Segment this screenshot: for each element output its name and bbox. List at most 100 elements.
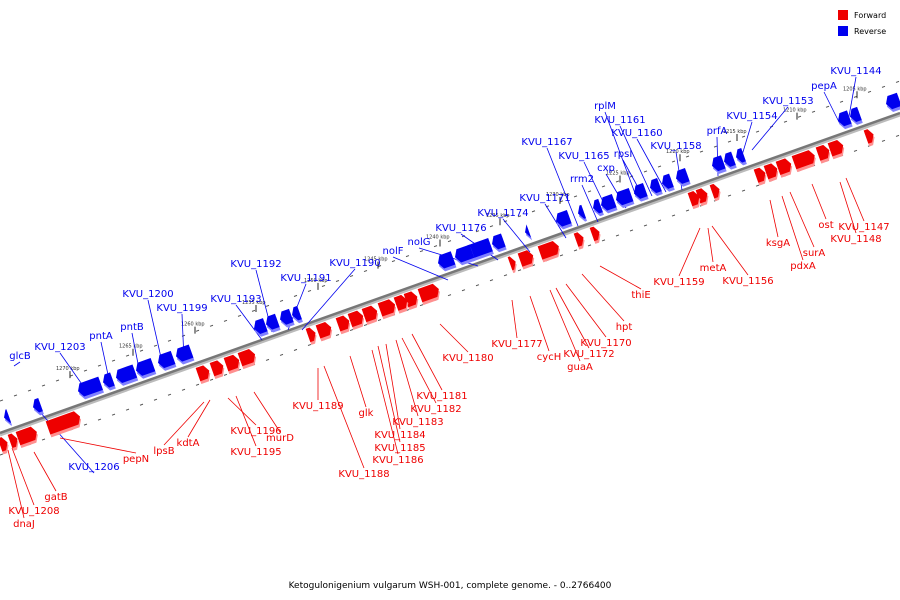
- gene-label-kvu-1182[interactable]: KVU_1182: [410, 404, 461, 415]
- gene-arrow-nolf-18[interactable]: [453, 244, 476, 267]
- gene-arrow-ksga-5[interactable]: [763, 162, 781, 183]
- gene-arrow-kvu-1147-0[interactable]: [863, 128, 877, 147]
- gene-arrow-kvu-1195-27[interactable]: [195, 364, 213, 385]
- gene-arrow-kvu-1156-6[interactable]: [753, 166, 769, 186]
- gene-arrow-kvu-1153-2[interactable]: [836, 110, 853, 130]
- gene-label-rpsi[interactable]: rpsI: [614, 149, 633, 160]
- gene-arrow-kvu-1184-20[interactable]: [347, 309, 367, 330]
- gene-label-kvu-1184[interactable]: KVU_1184: [374, 430, 425, 441]
- gene-arrow-pdxa-4[interactable]: [775, 157, 795, 178]
- gene-label-pdxa[interactable]: pdxA: [790, 261, 816, 272]
- gene-arrow-kvu-1160-6[interactable]: [674, 168, 691, 188]
- gene-arrow-kvu-1177-15[interactable]: [417, 282, 443, 306]
- gene-arrow-kvu-1158-8[interactable]: [648, 177, 663, 197]
- gene-label-ost[interactable]: ost: [818, 220, 833, 231]
- gene-label-lpsb[interactable]: lpsB: [153, 446, 174, 457]
- gene-label-cych[interactable]: cycH: [537, 352, 561, 363]
- gene-arrow-ost-2[interactable]: [815, 144, 833, 164]
- gene-label-kvu-1144[interactable]: KVU_1144: [830, 66, 881, 77]
- gene-label-kvu-1177[interactable]: KVU_1177: [491, 339, 542, 350]
- gene-arrow-kvu-1191-20[interactable]: [290, 305, 303, 325]
- gene-arrow-kdta-29[interactable]: [15, 425, 41, 449]
- gene-label-kvu-1170[interactable]: KVU_1170: [580, 338, 631, 349]
- gene-label-dnaj[interactable]: dnaJ: [13, 519, 35, 530]
- gene-arrow-kvu-1172-12[interactable]: [537, 240, 563, 263]
- gene-arrow-kvu-1199-23[interactable]: [252, 318, 269, 338]
- gene-arrow-thie-9[interactable]: [687, 190, 703, 210]
- gene-arrow-meta-7[interactable]: [709, 183, 723, 202]
- gene-label-gatb[interactable]: gatB: [44, 492, 67, 503]
- gene-label-kdta[interactable]: kdtA: [177, 438, 200, 449]
- gene-arrow-lpsb-30[interactable]: [7, 432, 21, 451]
- gene-label-sura[interactable]: surA: [803, 248, 826, 259]
- gene-label-kvu-1147[interactable]: KVU_1147: [838, 222, 889, 233]
- gene-arrow-kvu-1174-15[interactable]: [523, 224, 533, 241]
- gene-label-kvu-1185[interactable]: KVU_1185: [374, 443, 425, 454]
- gene-label-kvu-1158[interactable]: KVU_1158: [650, 141, 701, 152]
- gene-arrow-pnta-26[interactable]: [134, 358, 157, 380]
- gene-label-pnta[interactable]: pntA: [89, 331, 113, 342]
- gene-label-pepn[interactable]: pepN: [123, 454, 149, 465]
- gene-arrow-kvu-1159-8[interactable]: [695, 187, 711, 207]
- gene-arrow-kvu-1193-22[interactable]: [264, 313, 281, 334]
- gene-label-rplm[interactable]: rplM: [594, 101, 616, 112]
- gene-arrow-cxp-10[interactable]: [614, 188, 635, 209]
- gene-arrow-kvu-1189-25[interactable]: [223, 353, 243, 375]
- gene-label-meta[interactable]: metA: [700, 263, 727, 274]
- gene-label-kvu-1193[interactable]: KVU_1193: [210, 294, 261, 305]
- gene-label-rrm2[interactable]: rrm2: [570, 174, 594, 185]
- gene-label-hpt[interactable]: hpt: [616, 322, 633, 333]
- gene-label-kvu-1171[interactable]: KVU_1171: [519, 193, 570, 204]
- gene-arrow-kvu-1185-21[interactable]: [335, 314, 353, 335]
- gene-label-kvu-1165[interactable]: KVU_1165: [558, 151, 609, 162]
- gene-arrow-kvu-1190-19[interactable]: [436, 251, 457, 272]
- gene-arrow-rplm-4[interactable]: [722, 151, 737, 171]
- gene-label-pepa[interactable]: pepA: [811, 81, 837, 92]
- gene-arrow-kvu-1181-17[interactable]: [393, 294, 411, 314]
- gene-label-kvu-1153[interactable]: KVU_1153: [762, 96, 813, 107]
- gene-arrow-kvu-1192-21[interactable]: [278, 308, 295, 329]
- gene-label-kvu-1156[interactable]: KVU_1156: [722, 276, 773, 287]
- gene-label-thie[interactable]: thiE: [631, 290, 650, 301]
- gene-label-nolf[interactable]: nolF: [383, 246, 404, 257]
- gene-label-kvu-1174[interactable]: KVU_1174: [477, 208, 528, 219]
- gene-label-kvu-1203[interactable]: KVU_1203: [34, 342, 85, 353]
- gene-arrow-hpt-10[interactable]: [589, 225, 603, 244]
- gene-label-kvu-1189[interactable]: KVU_1189: [292, 401, 343, 412]
- gene-arrow-pepn-31[interactable]: [0, 436, 11, 455]
- gene-label-kvu-1167[interactable]: KVU_1167: [521, 137, 572, 148]
- gene-label-kvu-1206[interactable]: KVU_1206: [68, 462, 119, 473]
- gene-label-kvu-1196[interactable]: KVU_1196: [230, 426, 281, 437]
- gene-label-kvu-1176[interactable]: KVU_1176: [435, 223, 486, 234]
- gene-label-kvu-1172[interactable]: KVU_1172: [563, 349, 614, 360]
- gene-label-pntb[interactable]: pntB: [120, 322, 144, 333]
- gene-arrow-kvu-1144-0[interactable]: [884, 92, 900, 114]
- gene-label-guaa[interactable]: guaA: [567, 362, 593, 373]
- gene-arrow-kvu-1144-30[interactable]: [31, 397, 44, 417]
- gene-arrow-kvu-1203-27[interactable]: [114, 364, 139, 387]
- gene-label-kvu-1160[interactable]: KVU_1160: [611, 128, 662, 139]
- gene-label-kvu-1208[interactable]: KVU_1208: [8, 506, 59, 517]
- gene-arrow-murd-26[interactable]: [209, 359, 227, 380]
- gene-arrow-kvu-1176-16[interactable]: [490, 233, 507, 253]
- gene-arrow-kvu-1188-23[interactable]: [305, 326, 319, 345]
- gene-arrow-kvu-1148-1[interactable]: [827, 139, 847, 160]
- gene-label-kvu-1154[interactable]: KVU_1154: [726, 111, 777, 122]
- gene-arrow-kvu-1186-22[interactable]: [315, 321, 335, 342]
- gene-arrow-glk-24[interactable]: [237, 348, 259, 370]
- gene-label-kvu-1148[interactable]: KVU_1148: [830, 234, 881, 245]
- gene-arrow-kvu-1171-14[interactable]: [554, 210, 573, 231]
- gene-label-murd[interactable]: murD: [266, 433, 294, 444]
- gene-arrow-cych-14[interactable]: [507, 255, 519, 274]
- gene-arrow-kvu-1165-11[interactable]: [599, 194, 618, 215]
- gene-arrow-sura-3[interactable]: [791, 149, 818, 173]
- gene-label-kvu-1186[interactable]: KVU_1186: [372, 455, 423, 466]
- gene-label-kvu-1181[interactable]: KVU_1181: [416, 391, 467, 402]
- gene-label-kvu-1190[interactable]: KVU_1190: [329, 258, 380, 269]
- gene-label-kvu-1199[interactable]: KVU_1199: [156, 303, 207, 314]
- gene-arrow-kvu-1154-3[interactable]: [734, 148, 747, 167]
- gene-arrow-pntb-25[interactable]: [156, 350, 177, 372]
- gene-label-kvu-1180[interactable]: KVU_1180: [442, 353, 493, 364]
- gene-label-prfa[interactable]: prfA: [707, 126, 728, 137]
- gene-arrow-kvu-1183-19[interactable]: [361, 304, 381, 325]
